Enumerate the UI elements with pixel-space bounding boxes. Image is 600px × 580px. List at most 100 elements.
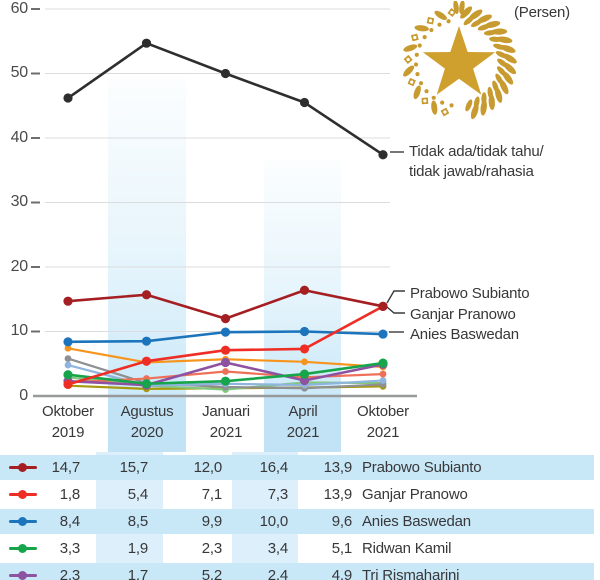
y-tick-40: 40 (10, 129, 29, 146)
data-point (63, 337, 73, 347)
y-tick-0: 0 (19, 387, 28, 404)
value-oktober-2019: 8,4 (59, 513, 80, 530)
x-label-year: 2021 (366, 424, 400, 441)
x-label-januari-2021: Januari 2021 (186, 401, 266, 443)
series-dot-icon (18, 571, 27, 580)
y-tick-60: 60 (10, 0, 29, 17)
value-oktober-2021: 13,9 (323, 486, 353, 503)
table-row: 3,3 1,9 2,3 3,4 5,1 Ridwan Kamil (0, 536, 594, 561)
x-label-year: 2021 (286, 424, 320, 441)
data-point (63, 379, 73, 389)
value-april-2021: 10,0 (259, 513, 289, 530)
value-agustus-2020: 1,7 (127, 567, 148, 580)
table-row: 1,8 5,4 7,1 7,3 13,9 Ganjar Pranowo (0, 482, 594, 507)
anies-annotation: Anies Baswedan (410, 326, 519, 343)
data-point (220, 357, 231, 368)
line-chart (31, 8, 417, 398)
candidate-name: Prabowo Subianto (362, 459, 482, 476)
value-april-2021: 3,4 (267, 540, 288, 557)
y-tick-30: 30 (10, 193, 29, 210)
data-point (299, 97, 310, 108)
data-point (299, 285, 310, 295)
data-point (220, 314, 231, 324)
data-point (220, 345, 231, 355)
value-oktober-2019: 2,3 (59, 567, 80, 580)
data-point (220, 327, 231, 337)
value-agustus-2020: 1,9 (127, 540, 148, 557)
data-point (378, 150, 388, 160)
ganjar-leader-line (386, 306, 405, 314)
x-label-oktober-2021: Oktober 2021 (343, 401, 423, 443)
x-label-month: Agustus (120, 403, 174, 420)
series-color-marker (9, 490, 37, 499)
value-januari-2021: 12,0 (193, 459, 223, 476)
value-januari-2021: 2,3 (201, 540, 222, 557)
data-point (141, 38, 152, 48)
gold-star-wreath-emblem (403, 1, 517, 120)
data-point (222, 368, 229, 375)
data-point (299, 326, 310, 337)
table-row: 8,4 8,5 9,9 10,0 9,6 Anies Baswedan (0, 509, 594, 534)
data-point (220, 376, 231, 386)
data-point (141, 336, 152, 346)
value-april-2021: 7,3 (267, 486, 288, 503)
value-januari-2021: 7,1 (201, 486, 222, 503)
data-point (378, 329, 388, 339)
series-color-marker (9, 544, 37, 553)
data-point (220, 68, 231, 79)
data-point (299, 375, 310, 386)
candidate-name: Tri Rismaharini (362, 567, 460, 580)
value-agustus-2020: 5,4 (127, 486, 148, 503)
series-color-marker (9, 517, 37, 526)
candidate-name: Anies Baswedan (362, 513, 471, 530)
value-agustus-2020: 15,7 (119, 459, 149, 476)
series-dot-icon (18, 490, 27, 499)
value-oktober-2021: 9,6 (331, 513, 352, 530)
percent-unit-label: (Persen) (514, 4, 570, 21)
x-label-month: Oktober (42, 403, 94, 420)
value-oktober-2021: 13,9 (323, 459, 353, 476)
x-label-year: 2020 (130, 424, 164, 441)
y-tick-10: 10 (10, 322, 29, 339)
x-label-year: 2021 (209, 424, 243, 441)
star-icon (422, 26, 496, 95)
data-point (141, 379, 152, 389)
value-januari-2021: 9,9 (201, 513, 222, 530)
data-point (141, 356, 152, 366)
series-color-marker (9, 571, 37, 580)
data-point (141, 290, 152, 300)
value-oktober-2019: 14,7 (51, 459, 81, 476)
table-row: 2,3 1,7 5,2 2,4 4,9 Tri Rismaharini (0, 563, 594, 580)
candidate-name: Ganjar Pranowo (362, 486, 468, 503)
x-label-year: 2019 (51, 424, 85, 441)
ganjar-annotation: Ganjar Pranowo (410, 306, 516, 323)
y-tick-20: 20 (10, 258, 29, 275)
data-point (63, 93, 73, 103)
x-label-month: Januari (202, 403, 250, 420)
y-tick-50: 50 (10, 64, 29, 81)
data-point (63, 296, 73, 306)
value-april-2021: 16,4 (259, 459, 289, 476)
prabowo-annotation: Prabowo Subianto (410, 285, 530, 302)
x-label-april-2021: April 2021 (263, 401, 343, 443)
value-oktober-2021: 4,9 (331, 567, 352, 580)
data-point (299, 369, 310, 379)
x-label-month: April (288, 403, 318, 420)
data-point (378, 358, 388, 368)
series-dot-icon (18, 463, 27, 472)
prabowo-leader-line (386, 290, 405, 304)
data-point (379, 377, 387, 384)
no-answer-line-2: tidak jawab/rahasia (409, 163, 534, 180)
series-dot-icon (18, 544, 27, 553)
no-answer-annotation: Tidak ada/tidak tahu/ tidak jawab/rahasi… (409, 142, 579, 182)
value-oktober-2019: 3,3 (59, 540, 80, 557)
results-table: 14,7 15,7 12,0 16,4 13,9 Prabowo Subiant… (0, 452, 600, 580)
data-point (301, 358, 308, 366)
data-point (64, 355, 72, 362)
table-row: 14,7 15,7 12,0 16,4 13,9 Prabowo Subiant… (0, 455, 594, 480)
no-answer-line-1: Tidak ada/tidak tahu/ (409, 143, 544, 160)
data-point (63, 370, 73, 380)
data-point (64, 361, 72, 369)
value-agustus-2020: 8,5 (127, 513, 148, 530)
series-color-marker (9, 463, 37, 472)
